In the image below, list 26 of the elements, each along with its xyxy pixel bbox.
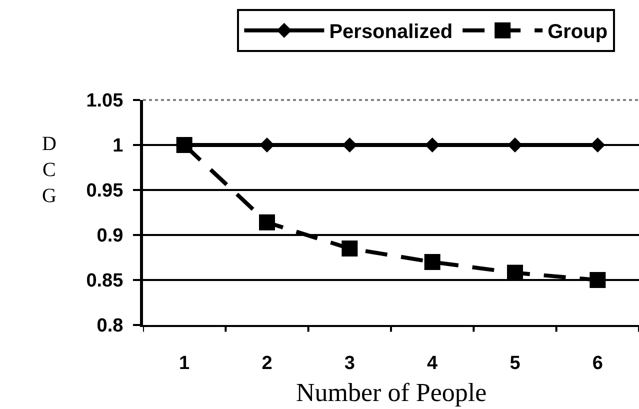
- legend-label: Group: [548, 21, 608, 44]
- point: [342, 138, 358, 152]
- y-tick-label: 1.05: [86, 90, 124, 112]
- point: [507, 264, 523, 281]
- x-tick-label: 1: [179, 352, 190, 374]
- point: [508, 138, 522, 152]
- point: [342, 240, 358, 256]
- point: [424, 138, 440, 152]
- legend-label: Personalized: [329, 21, 453, 44]
- x-axis-title: Number of People: [296, 378, 487, 407]
- point: [590, 272, 606, 288]
- x-tick-label: 4: [427, 352, 438, 374]
- x-tick-label: 6: [592, 352, 603, 374]
- point: [424, 254, 440, 270]
- y-tick-label: 0.85: [86, 270, 124, 292]
- y-tick-label: 0.95: [86, 180, 124, 202]
- x-tick-label: 2: [262, 352, 272, 374]
- point: [590, 138, 606, 152]
- x-tick-label: 5: [510, 352, 521, 374]
- y-tick-label: 1: [112, 136, 124, 157]
- y-tick-label: 0.8: [96, 316, 124, 337]
- y-tick-label: 0.9: [96, 226, 124, 247]
- x-tick-label: 3: [344, 352, 355, 374]
- y-axis-title: DCG: [42, 133, 56, 207]
- point: [260, 138, 274, 152]
- point: [259, 214, 275, 230]
